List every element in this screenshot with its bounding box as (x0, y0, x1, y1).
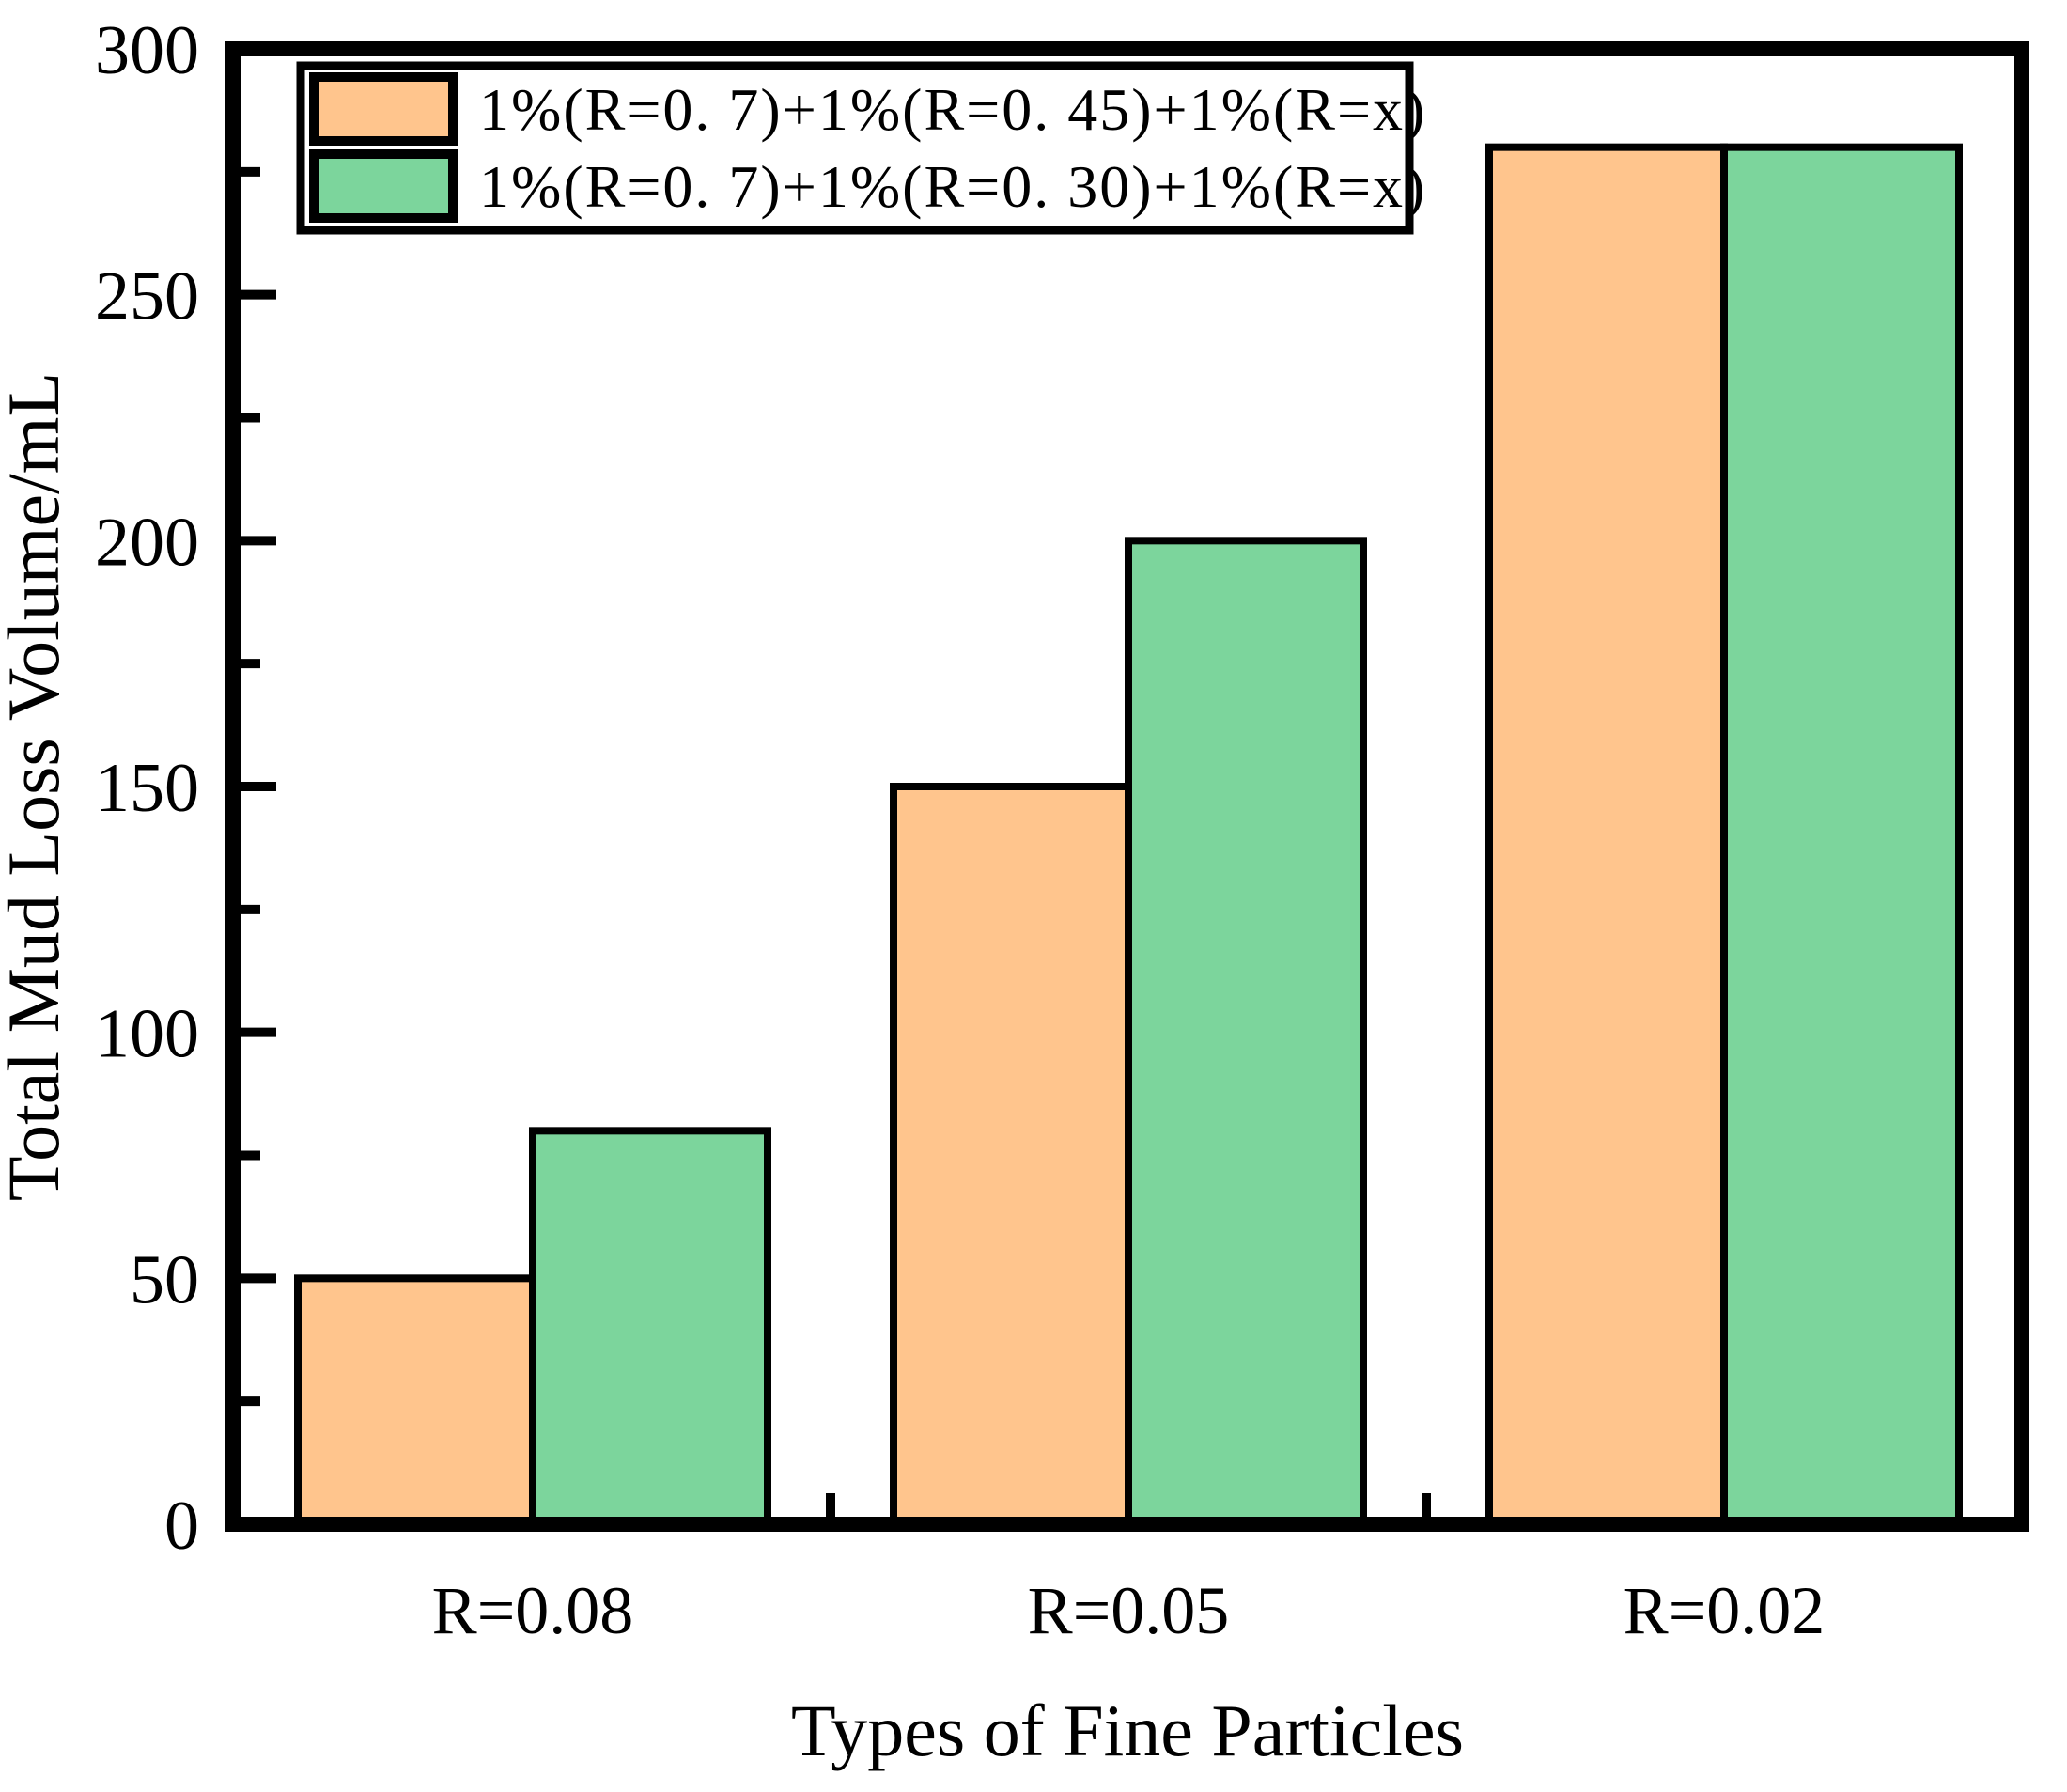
bar-R=0.02-series-2 (1720, 143, 1963, 1529)
legend-swatch-series-1 (309, 72, 458, 146)
bar-R=0.05-series-1 (890, 783, 1132, 1528)
bars-layer (294, 143, 1963, 1529)
legend-box (296, 61, 1414, 235)
x-tick-label-R=0.02: R=0.02 (1624, 1573, 1826, 1648)
y-tick-label-250: 250 (95, 258, 199, 335)
y-tick-labels: 0 50 100 150 200 250 300 (95, 12, 199, 1565)
y-tick-label-50: 50 (130, 1241, 199, 1318)
legend-swatch-series-2 (309, 149, 458, 223)
y-tick-label-0: 0 (164, 1488, 199, 1565)
x-tick-label-R=0.05: R=0.05 (1028, 1573, 1230, 1648)
x-tick-labels: R=0.08 R=0.05 R=0.02 (432, 1573, 1826, 1648)
bar-R=0.08-series-1 (294, 1274, 536, 1529)
bar-R=0.08-series-2 (529, 1127, 771, 1529)
y-axis-title: Total Mud Loss Volume/mL (0, 372, 74, 1201)
y-tick-label-300: 300 (95, 12, 199, 89)
legend-label-series-1: 1%(R=0. 7)+1%(R=0. 45)+1%(R=x) (479, 76, 1426, 143)
y-tick-label-200: 200 (95, 504, 199, 581)
y-tick-label-150: 150 (95, 750, 199, 827)
bar-R=0.02-series-1 (1485, 143, 1728, 1529)
bar-R=0.05-series-2 (1125, 537, 1367, 1528)
x-axis-title: Types of Fine Particles (791, 1690, 1464, 1771)
y-tick-label-100: 100 (95, 996, 199, 1073)
legend: 1%(R=0. 7)+1%(R=0. 45)+1%(R=x) 1%(R=0. 7)… (296, 61, 1426, 235)
plot-frame (225, 41, 2029, 1532)
legend-label-series-2: 1%(R=0. 7)+1%(R=0. 30)+1%(R=x) (479, 153, 1426, 220)
x-tick-label-R=0.08: R=0.08 (432, 1573, 634, 1648)
